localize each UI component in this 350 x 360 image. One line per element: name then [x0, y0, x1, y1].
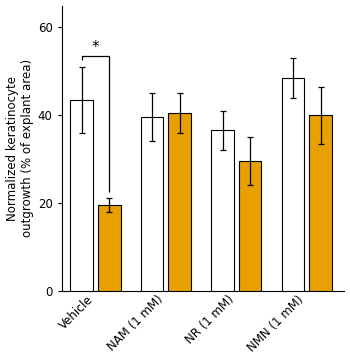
Bar — [70, 100, 93, 291]
Bar — [168, 113, 191, 291]
Bar — [309, 115, 332, 291]
Bar — [239, 161, 261, 291]
Text: *: * — [92, 40, 99, 55]
Y-axis label: Normalized keratinocyte
outgrowth (% of explant area): Normalized keratinocyte outgrowth (% of … — [6, 59, 34, 237]
Bar — [211, 130, 234, 291]
Bar — [282, 78, 304, 291]
Bar — [141, 117, 163, 291]
Bar — [98, 205, 121, 291]
